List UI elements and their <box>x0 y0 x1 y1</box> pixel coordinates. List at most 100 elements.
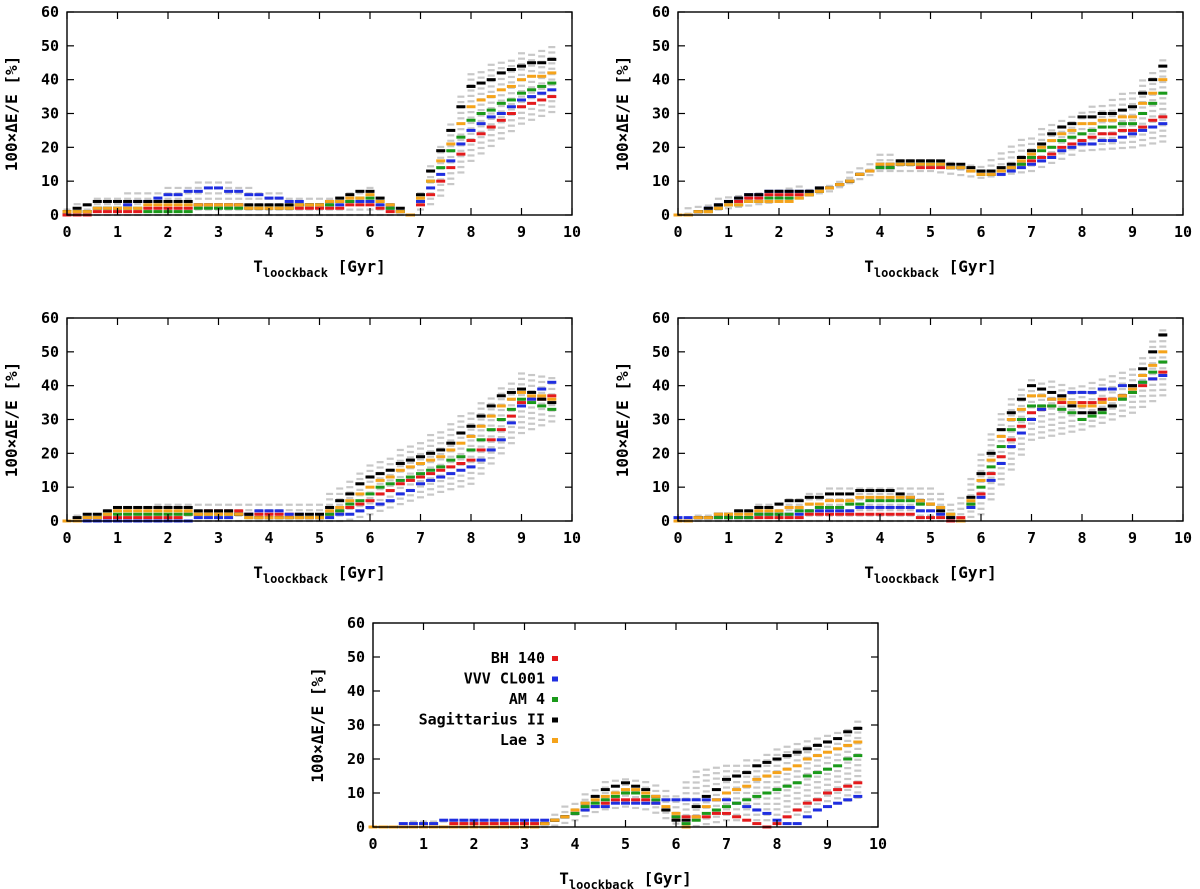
y-tick-label: 10 <box>347 784 365 802</box>
x-axis-label: Tloockback [Gyr] <box>253 563 385 586</box>
x-axis-label-main: T <box>253 257 263 276</box>
x-axis-label: Tloockback [Gyr] <box>559 869 691 889</box>
x-tick-label: 0 <box>673 529 682 547</box>
y-tick-label: 20 <box>41 138 59 156</box>
x-tick-label: 0 <box>62 529 71 547</box>
x-axis-label: Tloockback [Gyr] <box>864 257 996 280</box>
legend: BH 140 VVV CL001 AM 4 Sagittarius II Lae 3 <box>419 649 558 749</box>
panel-top-left: 0 1 2 3 4 5 6 7 8 9 10 0 10 20 30 40 50 60 100×ΔE/E [%] Tlo… <box>2 3 581 280</box>
y-tick-label: 10 <box>652 478 670 496</box>
legend-swatch <box>552 717 558 723</box>
x-tick-label: 0 <box>62 223 71 241</box>
panel-bottom-center: 0 1 2 3 4 5 6 7 8 9 10 0 10 20 30 40 50 60 100×ΔE/E [%] Tlo… <box>308 614 887 889</box>
y-tick-label: 40 <box>41 377 59 395</box>
series-lae-3 <box>673 350 1168 523</box>
x-tick-label: 5 <box>926 223 935 241</box>
y-tick-label: 0 <box>661 206 670 224</box>
panel-top-right: 0 1 2 3 4 5 6 7 8 9 10 0 10 20 30 40 50 60 100×ΔE/E [%] Tlo… <box>613 3 1192 280</box>
x-tick-label: 2 <box>774 223 783 241</box>
y-axis-label: 100×ΔE/E [%] <box>308 667 327 783</box>
x-tick-label: 9 <box>1128 529 1137 547</box>
x-tick-label: 6 <box>976 529 985 547</box>
y-tick-label: 60 <box>41 309 59 327</box>
x-tick-label: 7 <box>1027 529 1036 547</box>
x-tick-label: 2 <box>774 529 783 547</box>
y-tick-label: 50 <box>652 343 670 361</box>
y-tick-label: 30 <box>652 105 670 123</box>
y-axis-label: 100×ΔE/E [%] <box>613 362 632 478</box>
series-lae-3 <box>62 71 557 217</box>
x-tick-label: 10 <box>1174 529 1192 547</box>
y-tick-label: 40 <box>652 377 670 395</box>
y-tick-label: 20 <box>652 138 670 156</box>
x-tick-label: 3 <box>214 529 223 547</box>
legend-label: Sagittarius II <box>419 711 545 729</box>
x-tick-label: 3 <box>214 223 223 241</box>
x-tick-label: 8 <box>1077 223 1086 241</box>
x-tick-label: 1 <box>724 223 733 241</box>
x-tick-label: 6 <box>976 223 985 241</box>
legend-swatch <box>552 656 558 661</box>
x-tick-label: 8 <box>466 223 475 241</box>
x-tick-label: 5 <box>621 835 630 853</box>
legend-label: BH 140 <box>491 649 545 667</box>
x-tick-label: 2 <box>163 223 172 241</box>
y-tick-label: 60 <box>347 614 365 632</box>
uncertainty-band <box>63 45 556 217</box>
x-axis-label-main: T <box>864 257 874 276</box>
x-tick-label: 10 <box>869 835 887 853</box>
y-tick-label: 0 <box>356 818 365 836</box>
panel-middle-left: 0 1 2 3 4 5 6 7 8 9 10 0 10 20 30 40 50 60 100×ΔE/E [%] Tlo… <box>2 309 581 586</box>
panel-middle-right: 0 1 2 3 4 5 6 7 8 9 10 0 10 20 30 40 50 60 100×ΔE/E [%] Tlo… <box>613 309 1192 586</box>
plot-frame <box>66 11 573 216</box>
x-tick-label: 8 <box>1077 529 1086 547</box>
x-tick-label: 10 <box>1174 223 1192 241</box>
x-axis-label-unit: [Gyr] <box>939 563 997 582</box>
x-tick-label: 9 <box>517 529 526 547</box>
x-tick-label: 7 <box>1027 223 1036 241</box>
x-tick-label: 5 <box>315 223 324 241</box>
series-am-4 <box>673 360 1168 523</box>
uncertainty-band <box>369 720 862 829</box>
x-tick-label: 3 <box>825 529 834 547</box>
x-tick-label: 9 <box>1128 223 1137 241</box>
x-tick-label: 2 <box>469 835 478 853</box>
x-tick-label: 3 <box>520 835 529 853</box>
x-tick-label: 4 <box>875 223 884 241</box>
x-tick-label: 6 <box>365 529 374 547</box>
y-tick-label: 0 <box>50 206 59 224</box>
y-tick-label: 10 <box>652 172 670 190</box>
x-tick-label: 7 <box>416 223 425 241</box>
y-tick-label: 60 <box>652 3 670 21</box>
x-axis-label-sub: loockback <box>874 266 940 280</box>
x-tick-label: 0 <box>673 223 682 241</box>
x-axis-label-unit: [Gyr] <box>634 869 692 888</box>
series-sagittarius-ii <box>673 64 1168 217</box>
y-tick-label: 40 <box>652 71 670 89</box>
y-axis-label: 100×ΔE/E [%] <box>2 56 21 172</box>
y-tick-label: 10 <box>41 172 59 190</box>
x-tick-label: 0 <box>368 835 377 853</box>
x-tick-label: 8 <box>466 529 475 547</box>
x-tick-label: 1 <box>419 835 428 853</box>
x-tick-label: 1 <box>113 529 122 547</box>
y-axis-label: 100×ΔE/E [%] <box>613 56 632 172</box>
x-axis-label: Tloockback [Gyr] <box>253 257 385 280</box>
x-tick-label: 9 <box>823 835 832 853</box>
plot-frame <box>66 317 573 522</box>
y-tick-label: 30 <box>652 411 670 429</box>
legend-swatch <box>552 738 558 743</box>
y-tick-label: 0 <box>50 512 59 530</box>
legend-label: AM 4 <box>509 690 545 708</box>
x-tick-label: 4 <box>264 529 273 547</box>
x-axis-label-unit: [Gyr] <box>328 257 386 276</box>
y-tick-label: 30 <box>41 105 59 123</box>
y-tick-label: 40 <box>41 71 59 89</box>
x-tick-label: 10 <box>563 223 581 241</box>
x-axis-label-sub: loockback <box>874 572 940 586</box>
x-axis-label-sub: loockback <box>569 878 635 889</box>
y-tick-label: 20 <box>652 444 670 462</box>
x-axis-label-unit: [Gyr] <box>328 563 386 582</box>
legend-label: VVV CL001 <box>464 670 545 688</box>
